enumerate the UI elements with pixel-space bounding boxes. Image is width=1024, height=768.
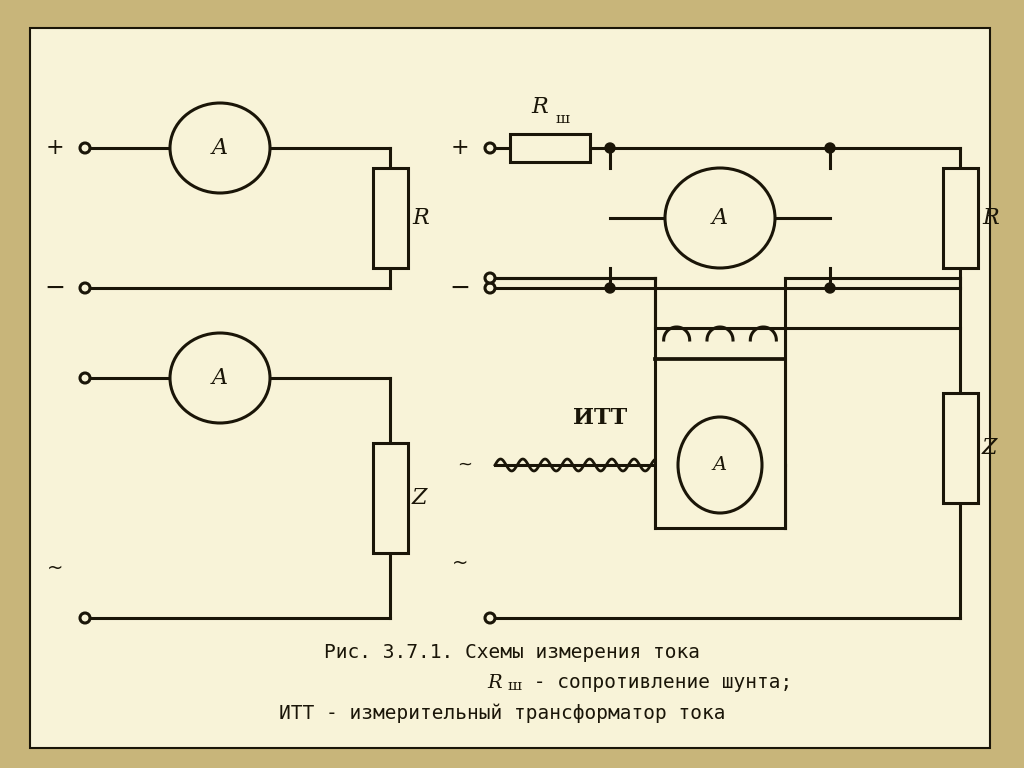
Bar bbox=[510, 134, 590, 162]
Circle shape bbox=[825, 283, 835, 293]
Text: −: − bbox=[44, 276, 66, 300]
Bar bbox=[942, 393, 978, 503]
Circle shape bbox=[485, 273, 495, 283]
Text: A: A bbox=[212, 367, 228, 389]
Text: ш: ш bbox=[507, 679, 521, 693]
Ellipse shape bbox=[665, 168, 775, 268]
Text: ИТТ: ИТТ bbox=[572, 407, 627, 429]
Text: Рис. 3.7.1. Схемы измерения тока: Рис. 3.7.1. Схемы измерения тока bbox=[324, 644, 700, 663]
Text: R: R bbox=[531, 96, 548, 118]
Text: Z: Z bbox=[982, 437, 997, 459]
Text: A: A bbox=[212, 137, 228, 159]
Text: R: R bbox=[487, 674, 502, 692]
Text: R: R bbox=[982, 207, 998, 229]
Circle shape bbox=[485, 143, 495, 153]
Text: ИТТ - измерительный трансформатор тока: ИТТ - измерительный трансформатор тока bbox=[279, 703, 725, 723]
Bar bbox=[373, 443, 408, 553]
Text: ~: ~ bbox=[47, 558, 63, 578]
Bar bbox=[373, 168, 408, 268]
Text: A: A bbox=[712, 207, 728, 229]
Circle shape bbox=[825, 143, 835, 153]
Circle shape bbox=[80, 613, 90, 623]
Text: ш: ш bbox=[555, 112, 569, 126]
Circle shape bbox=[605, 283, 615, 293]
Ellipse shape bbox=[170, 333, 270, 423]
Text: +: + bbox=[451, 137, 469, 159]
Bar bbox=[942, 168, 978, 268]
Text: −: − bbox=[450, 276, 470, 300]
Circle shape bbox=[80, 143, 90, 153]
Text: A: A bbox=[713, 456, 727, 474]
Circle shape bbox=[485, 283, 495, 293]
Circle shape bbox=[80, 373, 90, 383]
Text: - сопротивление шунта;: - сопротивление шунта; bbox=[522, 674, 793, 693]
Ellipse shape bbox=[170, 103, 270, 193]
Ellipse shape bbox=[678, 417, 762, 513]
Circle shape bbox=[80, 283, 90, 293]
Text: Z: Z bbox=[412, 487, 427, 509]
Bar bbox=[655, 328, 785, 528]
Text: R: R bbox=[412, 207, 429, 229]
Text: +: + bbox=[46, 137, 65, 159]
Text: ~: ~ bbox=[452, 554, 468, 572]
Circle shape bbox=[605, 143, 615, 153]
Circle shape bbox=[485, 613, 495, 623]
Text: ~: ~ bbox=[458, 456, 472, 474]
